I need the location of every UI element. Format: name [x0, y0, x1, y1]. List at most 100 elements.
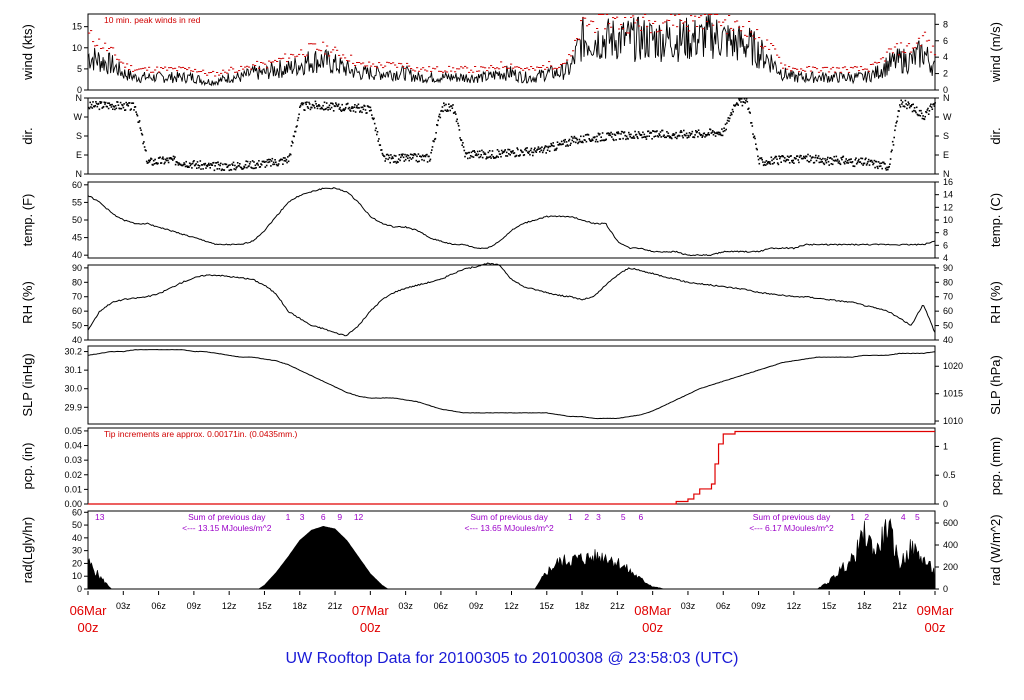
direction-point: [323, 101, 326, 104]
direction-point: [923, 118, 926, 121]
direction-point: [95, 102, 98, 105]
ytick-label-rad: 10: [72, 571, 82, 581]
ytick-label-rh: 80: [72, 277, 82, 287]
direction-point: [900, 99, 902, 102]
peak-wind-mark: [204, 73, 207, 74]
direction-point: [894, 129, 896, 132]
direction-point: [669, 135, 672, 138]
direction-point: [496, 149, 499, 151]
direction-point: [269, 158, 271, 161]
direction-point: [246, 166, 248, 169]
peak-wind-mark: [506, 67, 509, 69]
peak-wind-mark: [242, 68, 245, 70]
peak-wind-mark: [444, 70, 447, 72]
direction-point: [97, 102, 100, 105]
direction-point: [721, 128, 723, 130]
direction-point: [316, 105, 318, 107]
peak-wind-mark: [528, 69, 531, 71]
direction-point: [347, 102, 349, 105]
direction-point: [532, 154, 534, 157]
peak-wind-mark: [314, 43, 317, 45]
direction-point: [823, 163, 826, 166]
peak-wind-mark: [270, 61, 273, 63]
direction-point: [565, 141, 568, 143]
direction-point: [885, 169, 888, 171]
direction-point: [215, 162, 218, 164]
peak-wind-mark: [228, 69, 231, 71]
peak-wind-mark: [899, 42, 903, 44]
direction-point: [352, 110, 355, 112]
peak-wind-mark: [750, 31, 753, 33]
direction-point: [577, 142, 579, 145]
direction-point: [551, 144, 554, 147]
direction-point: [150, 158, 153, 160]
peak-wind-mark: [808, 66, 811, 67]
direction-point: [650, 132, 653, 134]
ytick-right-label-temp: 16: [943, 177, 953, 187]
peak-wind-mark: [468, 71, 471, 73]
direction-point: [400, 153, 403, 156]
direction-point: [929, 105, 931, 107]
peak-wind-mark: [696, 26, 699, 27]
direction-point: [517, 148, 519, 151]
direction-point: [177, 164, 180, 166]
direction-point: [709, 128, 712, 131]
ytick-right-label-dir: W: [943, 112, 952, 122]
direction-point: [934, 102, 936, 104]
direction-point: [129, 109, 132, 111]
direction-point: [373, 117, 375, 120]
direction-point: [323, 108, 325, 111]
direction-point: [270, 160, 273, 162]
direction-point: [563, 141, 566, 143]
direction-point: [388, 156, 391, 159]
direction-point: [98, 108, 101, 111]
peak-wind-mark: [360, 63, 363, 65]
peak-wind-mark: [835, 67, 839, 69]
direction-point: [227, 164, 230, 167]
direction-point: [784, 160, 787, 163]
direction-point: [616, 132, 619, 135]
direction-point: [824, 160, 827, 162]
peak-wind-mark: [544, 68, 547, 70]
direction-point: [138, 120, 141, 122]
peak-wind-mark: [464, 65, 467, 67]
direction-point: [444, 109, 446, 112]
peak-wind-mark: [308, 43, 311, 45]
peak-wind-mark: [734, 21, 737, 23]
direction-point: [866, 162, 869, 165]
direction-point: [901, 101, 904, 103]
direction-point: [407, 154, 410, 157]
peak-wind-mark: [356, 62, 359, 63]
peak-wind-mark: [722, 21, 725, 23]
direction-point: [699, 133, 701, 136]
series-radiation: [87, 518, 936, 590]
ytick-label-temp: 45: [72, 233, 82, 243]
direction-point: [434, 137, 437, 140]
peak-wind-mark: [849, 66, 853, 68]
direction-point: [519, 154, 521, 156]
direction-point: [121, 104, 124, 107]
xtick-label: 03z: [681, 601, 696, 611]
peak-wind-mark: [772, 45, 775, 46]
peak-wind-mark: [588, 23, 591, 25]
direction-point: [274, 159, 276, 161]
direction-point: [304, 101, 307, 104]
peak-wind-mark: [182, 66, 185, 68]
hour-mark: 1: [286, 512, 291, 522]
direction-point: [648, 135, 650, 137]
peak-wind-mark: [768, 48, 771, 50]
direction-point: [659, 134, 661, 136]
direction-point: [263, 161, 266, 163]
direction-point: [195, 163, 197, 165]
direction-point: [392, 157, 394, 159]
ytick-label-dir: N: [76, 93, 83, 103]
ylabel-right-pcp: pcp. (mm): [988, 437, 1003, 496]
peak-wind-mark: [857, 70, 861, 72]
direction-point: [481, 149, 483, 152]
direction-point: [522, 151, 524, 153]
direction-point: [429, 158, 432, 161]
direction-point: [685, 132, 688, 135]
direction-point: [931, 108, 934, 110]
direction-point: [612, 138, 614, 141]
direction-point: [245, 160, 247, 162]
